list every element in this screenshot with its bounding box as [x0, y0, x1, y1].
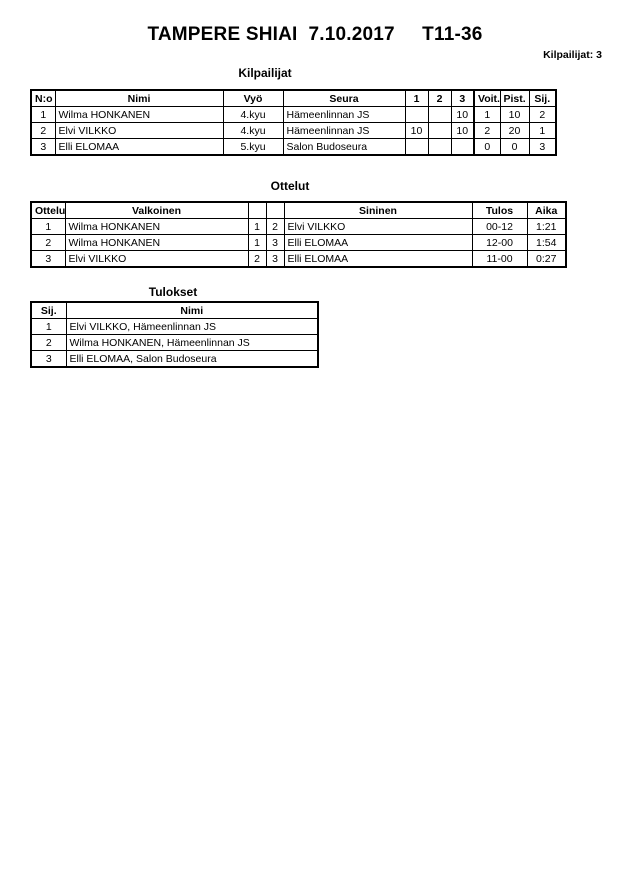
cell-blue-no: 2: [265, 218, 285, 235]
cell-rank: 1: [528, 122, 557, 139]
cell-white-no: 1: [247, 218, 267, 235]
cell-match-3: 10: [450, 106, 475, 123]
cell-rank: 2: [528, 106, 557, 123]
cell-points: 0: [499, 138, 530, 156]
cell-name: Elvi VILKKO, Hämeenlinnan JS: [65, 318, 319, 335]
cell-rank: 2: [30, 334, 67, 351]
cell-match-1: [404, 106, 429, 123]
column-header-result: Tulos: [471, 201, 528, 219]
table-row: 1 Elvi VILKKO, Hämeenlinnan JS: [30, 318, 319, 335]
column-header-time: Aika: [526, 201, 567, 219]
cell-match-1: 10: [404, 122, 429, 139]
cell-belt: 4.kyu: [222, 106, 284, 123]
column-header-blue: Sininen: [283, 201, 473, 219]
cell-wins: 0: [473, 138, 501, 156]
column-header-match: Ottelu: [30, 201, 66, 219]
competitors-section-heading: Kilpailijat: [238, 66, 292, 80]
cell-white-no: 1: [247, 234, 267, 251]
column-header-blue-no: [265, 201, 285, 219]
cell-match-3: [450, 138, 475, 156]
cell-white: Wilma HONKANEN: [64, 218, 249, 235]
cell-match-2: [427, 138, 452, 156]
cell-blue: Elli ELOMAA: [283, 234, 473, 251]
cell-white-no: 2: [247, 250, 267, 268]
cell-name: Wilma HONKANEN: [54, 106, 224, 123]
cell-match: 3: [30, 250, 66, 268]
cell-white: Elvi VILKKO: [64, 250, 249, 268]
table-row: 3 Elvi VILKKO 2 3 Elli ELOMAA 11-00 0:27: [30, 250, 567, 268]
cell-points: 10: [499, 106, 530, 123]
table-row: 2 Elvi VILKKO 4.kyu Hämeenlinnan JS 10 1…: [30, 122, 557, 139]
cell-club: Hämeenlinnan JS: [282, 106, 406, 123]
column-header-match-2: 2: [427, 89, 452, 107]
cell-club: Salon Budoseura: [282, 138, 406, 156]
column-header-name: Nimi: [54, 89, 224, 107]
matches-table: Ottelu Valkoinen Sininen Tulos Aika 1 Wi…: [30, 201, 567, 268]
cell-result: 12-00: [471, 234, 528, 251]
cell-belt: 4.kyu: [222, 122, 284, 139]
table-row: 3 Elli ELOMAA, Salon Budoseura: [30, 350, 319, 368]
cell-rank: 3: [30, 350, 67, 368]
column-header-white: Valkoinen: [64, 201, 249, 219]
cell-match: 2: [30, 234, 66, 251]
table-header-row: Ottelu Valkoinen Sininen Tulos Aika: [30, 201, 567, 219]
cell-rank: 3: [528, 138, 557, 156]
cell-time: 1:21: [526, 218, 567, 235]
table-row: 3 Elli ELOMAA 5.kyu Salon Budoseura 0 0 …: [30, 138, 557, 156]
cell-no: 1: [30, 106, 56, 123]
table-header-row: N:o Nimi Vyö Seura 1 2 3 Voit. Pist. Sij…: [30, 89, 557, 107]
competitor-count-label: Kilpailijat: 3: [543, 49, 602, 61]
competitors-table: N:o Nimi Vyö Seura 1 2 3 Voit. Pist. Sij…: [30, 89, 557, 156]
cell-match-1: [404, 138, 429, 156]
cell-no: 3: [30, 138, 56, 156]
matches-section-heading: Ottelut: [270, 179, 310, 193]
results-section-heading: Tulokset: [148, 285, 198, 299]
cell-name: Wilma HONKANEN, Hämeenlinnan JS: [65, 334, 319, 351]
table-row: 2 Wilma HONKANEN 1 3 Elli ELOMAA 12-00 1…: [30, 234, 567, 251]
page-title: TAMPERE SHIAI 7.10.2017 T11-36: [147, 24, 483, 45]
cell-wins: 1: [473, 106, 501, 123]
column-header-points: Pist.: [499, 89, 530, 107]
column-header-rank: Sij.: [528, 89, 557, 107]
cell-match: 1: [30, 218, 66, 235]
cell-club: Hämeenlinnan JS: [282, 122, 406, 139]
cell-belt: 5.kyu: [222, 138, 284, 156]
column-header-match-3: 3: [450, 89, 475, 107]
cell-white: Wilma HONKANEN: [64, 234, 249, 251]
table-row: 2 Wilma HONKANEN, Hämeenlinnan JS: [30, 334, 319, 351]
cell-match-2: [427, 122, 452, 139]
cell-time: 1:54: [526, 234, 567, 251]
table-row: 1 Wilma HONKANEN 4.kyu Hämeenlinnan JS 1…: [30, 106, 557, 123]
cell-blue-no: 3: [265, 250, 285, 268]
table-header-row: Sij. Nimi: [30, 301, 319, 319]
results-table: Sij. Nimi 1 Elvi VILKKO, Hämeenlinnan JS…: [30, 301, 319, 368]
column-header-name: Nimi: [65, 301, 319, 319]
column-header-club: Seura: [282, 89, 406, 107]
cell-match-3: 10: [450, 122, 475, 139]
cell-blue: Elli ELOMAA: [283, 250, 473, 268]
cell-name: Elvi VILKKO: [54, 122, 224, 139]
column-header-no: N:o: [30, 89, 56, 107]
cell-name: Elli ELOMAA, Salon Budoseura: [65, 350, 319, 368]
cell-blue: Elvi VILKKO: [283, 218, 473, 235]
column-header-wins: Voit.: [473, 89, 501, 107]
cell-blue-no: 3: [265, 234, 285, 251]
column-header-match-1: 1: [404, 89, 429, 107]
cell-match-2: [427, 106, 452, 123]
cell-result: 11-00: [471, 250, 528, 268]
column-header-rank: Sij.: [30, 301, 67, 319]
cell-result: 00-12: [471, 218, 528, 235]
column-header-white-no: [247, 201, 267, 219]
cell-rank: 1: [30, 318, 67, 335]
column-header-belt: Vyö: [222, 89, 284, 107]
cell-points: 20: [499, 122, 530, 139]
table-row: 1 Wilma HONKANEN 1 2 Elvi VILKKO 00-12 1…: [30, 218, 567, 235]
cell-no: 2: [30, 122, 56, 139]
cell-wins: 2: [473, 122, 501, 139]
cell-name: Elli ELOMAA: [54, 138, 224, 156]
cell-time: 0:27: [526, 250, 567, 268]
